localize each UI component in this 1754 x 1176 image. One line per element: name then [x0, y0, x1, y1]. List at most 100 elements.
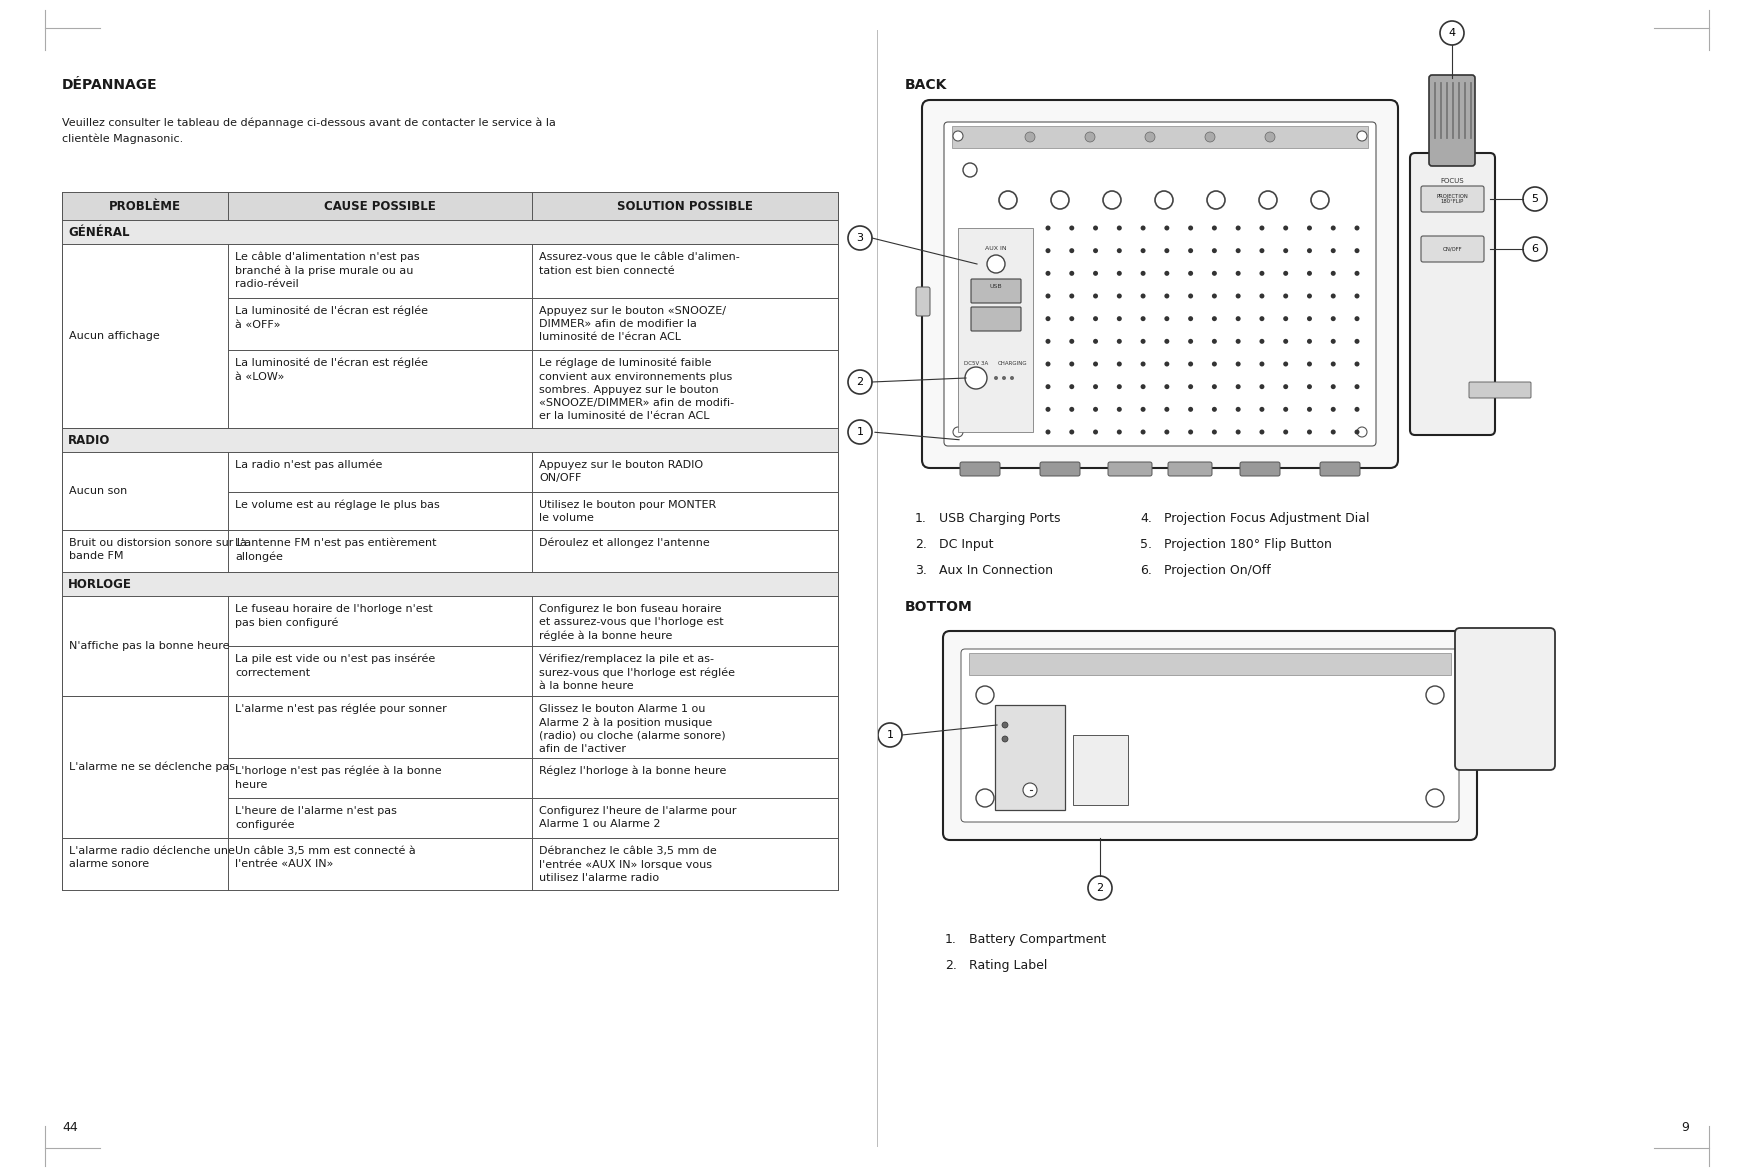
- Circle shape: [1205, 132, 1216, 142]
- Circle shape: [1426, 789, 1444, 807]
- Circle shape: [1440, 21, 1465, 45]
- Circle shape: [1331, 385, 1337, 389]
- Circle shape: [1235, 248, 1240, 253]
- Circle shape: [1070, 339, 1073, 343]
- Text: Projection Focus Adjustment Dial: Projection Focus Adjustment Dial: [1165, 512, 1370, 524]
- Text: Configurez l'heure de l'alarme pour
Alarme 1 ou Alarme 2: Configurez l'heure de l'alarme pour Alar…: [538, 806, 737, 829]
- Circle shape: [1045, 294, 1051, 299]
- Circle shape: [1187, 429, 1193, 434]
- Circle shape: [1307, 385, 1312, 389]
- FancyBboxPatch shape: [961, 649, 1459, 822]
- Circle shape: [1331, 429, 1337, 434]
- Circle shape: [1331, 270, 1337, 276]
- Text: Appuyez sur le bouton «SNOOZE/
DIMMER» afin de modifier la
luminosité de l'écran: Appuyez sur le bouton «SNOOZE/ DIMMER» a…: [538, 306, 726, 342]
- Circle shape: [1002, 736, 1009, 742]
- Circle shape: [1331, 294, 1337, 299]
- Circle shape: [1165, 270, 1170, 276]
- Circle shape: [1284, 339, 1287, 343]
- Circle shape: [847, 226, 872, 250]
- Text: La luminosité de l'écran est réglée
à «OFF»: La luminosité de l'écran est réglée à «O…: [235, 306, 428, 329]
- Bar: [61, 452, 838, 492]
- Text: La radio n'est pas allumée: La radio n'est pas allumée: [235, 460, 382, 470]
- Circle shape: [1070, 226, 1073, 230]
- Circle shape: [1284, 270, 1287, 276]
- Circle shape: [1045, 339, 1051, 343]
- FancyBboxPatch shape: [944, 632, 1477, 840]
- Text: Appuyez sur le bouton RADIO
ON/OFF: Appuyez sur le bouton RADIO ON/OFF: [538, 460, 703, 483]
- Circle shape: [1140, 248, 1145, 253]
- Text: DC Input: DC Input: [938, 537, 993, 552]
- Circle shape: [1117, 248, 1123, 253]
- Circle shape: [1331, 339, 1337, 343]
- Text: Utilisez le bouton pour MONTER
le volume: Utilisez le bouton pour MONTER le volume: [538, 500, 716, 523]
- FancyBboxPatch shape: [1410, 153, 1494, 435]
- Circle shape: [975, 686, 995, 704]
- Circle shape: [1117, 361, 1123, 367]
- Text: BACK: BACK: [905, 78, 947, 92]
- Circle shape: [1212, 270, 1217, 276]
- Circle shape: [1117, 385, 1123, 389]
- Circle shape: [1165, 226, 1170, 230]
- Circle shape: [1117, 407, 1123, 412]
- FancyBboxPatch shape: [923, 100, 1398, 468]
- Circle shape: [1331, 226, 1337, 230]
- Circle shape: [1045, 248, 1051, 253]
- Circle shape: [1235, 270, 1240, 276]
- Circle shape: [1354, 226, 1359, 230]
- Text: SOLUTION POSSIBLE: SOLUTION POSSIBLE: [617, 200, 752, 213]
- Text: 2: 2: [856, 377, 863, 387]
- Text: 5.: 5.: [1140, 537, 1152, 552]
- Circle shape: [1259, 385, 1265, 389]
- Circle shape: [1284, 407, 1287, 412]
- Text: L'heure de l'alarme n'est pas
configurée: L'heure de l'alarme n'est pas configurée: [235, 806, 396, 830]
- Circle shape: [1070, 270, 1073, 276]
- Circle shape: [1259, 339, 1265, 343]
- Text: 2: 2: [1096, 883, 1103, 893]
- Circle shape: [1354, 407, 1359, 412]
- Text: USB: USB: [989, 283, 1002, 289]
- Circle shape: [1259, 316, 1265, 321]
- Circle shape: [1093, 248, 1098, 253]
- Text: Aucun affichage: Aucun affichage: [68, 330, 160, 341]
- Circle shape: [1187, 316, 1193, 321]
- Circle shape: [1212, 316, 1217, 321]
- Circle shape: [1354, 339, 1359, 343]
- Circle shape: [1187, 294, 1193, 299]
- Circle shape: [1140, 294, 1145, 299]
- Circle shape: [1235, 407, 1240, 412]
- Text: 1.: 1.: [916, 512, 926, 524]
- Text: USB Charging Ports: USB Charging Ports: [938, 512, 1061, 524]
- Circle shape: [1354, 294, 1359, 299]
- Circle shape: [1284, 316, 1287, 321]
- Bar: [61, 192, 838, 220]
- Circle shape: [995, 376, 998, 380]
- Text: Rating Label: Rating Label: [968, 958, 1047, 973]
- Circle shape: [952, 131, 963, 141]
- Circle shape: [1235, 294, 1240, 299]
- Circle shape: [1259, 407, 1265, 412]
- Circle shape: [1212, 385, 1217, 389]
- Text: 1.: 1.: [945, 933, 958, 946]
- Circle shape: [1140, 270, 1145, 276]
- Text: 3.: 3.: [916, 564, 926, 577]
- Text: La pile est vide ou n'est pas insérée
correctement: La pile est vide ou n'est pas insérée co…: [235, 654, 435, 677]
- Circle shape: [1212, 294, 1217, 299]
- Text: BOTTOM: BOTTOM: [905, 600, 973, 614]
- Circle shape: [1165, 385, 1170, 389]
- Text: 1: 1: [886, 730, 893, 740]
- Text: Un câble 3,5 mm est connecté à
l'entrée «AUX IN»: Un câble 3,5 mm est connecté à l'entrée …: [235, 846, 416, 869]
- Circle shape: [1212, 248, 1217, 253]
- Circle shape: [1331, 316, 1337, 321]
- Bar: [61, 220, 838, 243]
- Bar: [61, 799, 838, 838]
- Circle shape: [1307, 226, 1312, 230]
- Circle shape: [1045, 429, 1051, 434]
- Circle shape: [1070, 316, 1073, 321]
- Circle shape: [1187, 339, 1193, 343]
- Circle shape: [1212, 361, 1217, 367]
- Bar: [61, 428, 838, 452]
- Circle shape: [1307, 429, 1312, 434]
- Circle shape: [1212, 429, 1217, 434]
- FancyBboxPatch shape: [1321, 462, 1359, 476]
- Circle shape: [1259, 294, 1265, 299]
